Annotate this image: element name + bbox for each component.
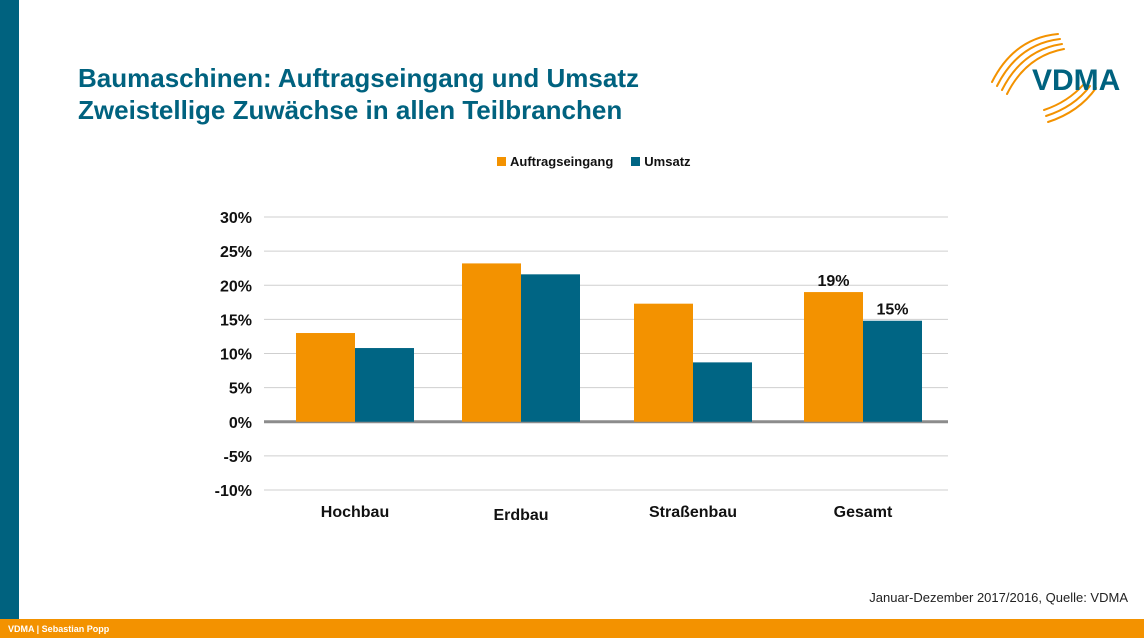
bar-auftragseingang [296,333,355,422]
y-tick-label: 0% [229,415,252,432]
vdma-logo: VDMA [991,33,1120,123]
bar-umsatz [521,274,580,422]
title-line-2: Zweistellige Zuwächse in allen Teilbranc… [78,95,623,125]
y-tick-label: 5% [229,381,252,398]
x-tick-label: Gesamt [834,504,893,521]
bar-auftragseingang [462,263,521,422]
bar-auftragseingang [804,292,863,422]
bar-auftragseingang [634,303,693,422]
y-tick-label: 20% [220,278,252,295]
y-tick-label: -5% [224,449,252,466]
y-tick-label: -10% [215,483,252,500]
y-tick-label: 30% [220,210,252,227]
y-tick-label: 10% [220,347,252,364]
data-label: 19% [817,273,849,290]
x-tick-label: Straßenbau [649,504,737,521]
x-tick-label: Erdbau [493,507,548,524]
legend-swatch-umsatz [631,157,641,166]
legend-label-umsatz: Umsatz [644,154,691,169]
bottom-bar [0,619,1144,638]
data-label: 15% [876,302,908,319]
footer-text: VDMA | Sebastian Popp [8,624,110,634]
page-title: Baumaschinen: Auftragseingang und Umsatz… [78,62,639,126]
legend-swatch-auftragseingang [497,157,506,166]
chart-legend: Auftragseingang Umsatz [497,154,691,169]
legend-label-auftragseingang: Auftragseingang [510,154,614,169]
y-tick-label: 15% [220,312,252,329]
x-tick-label: Hochbau [321,504,389,521]
bar-umsatz [693,362,752,422]
legend-item-umsatz: Umsatz [631,154,691,169]
legend-item-auftragseingang: Auftragseingang [497,154,613,169]
source-note: Januar-Dezember 2017/2016, Quelle: VDMA [869,590,1128,605]
left-accent-bar [0,0,19,619]
vdma-logo-text: VDMA [1032,64,1120,97]
bar-umsatz [355,348,414,422]
y-tick-label: 25% [220,244,252,261]
title-line-1: Baumaschinen: Auftragseingang und Umsatz [78,63,639,93]
bar-umsatz [863,320,922,422]
